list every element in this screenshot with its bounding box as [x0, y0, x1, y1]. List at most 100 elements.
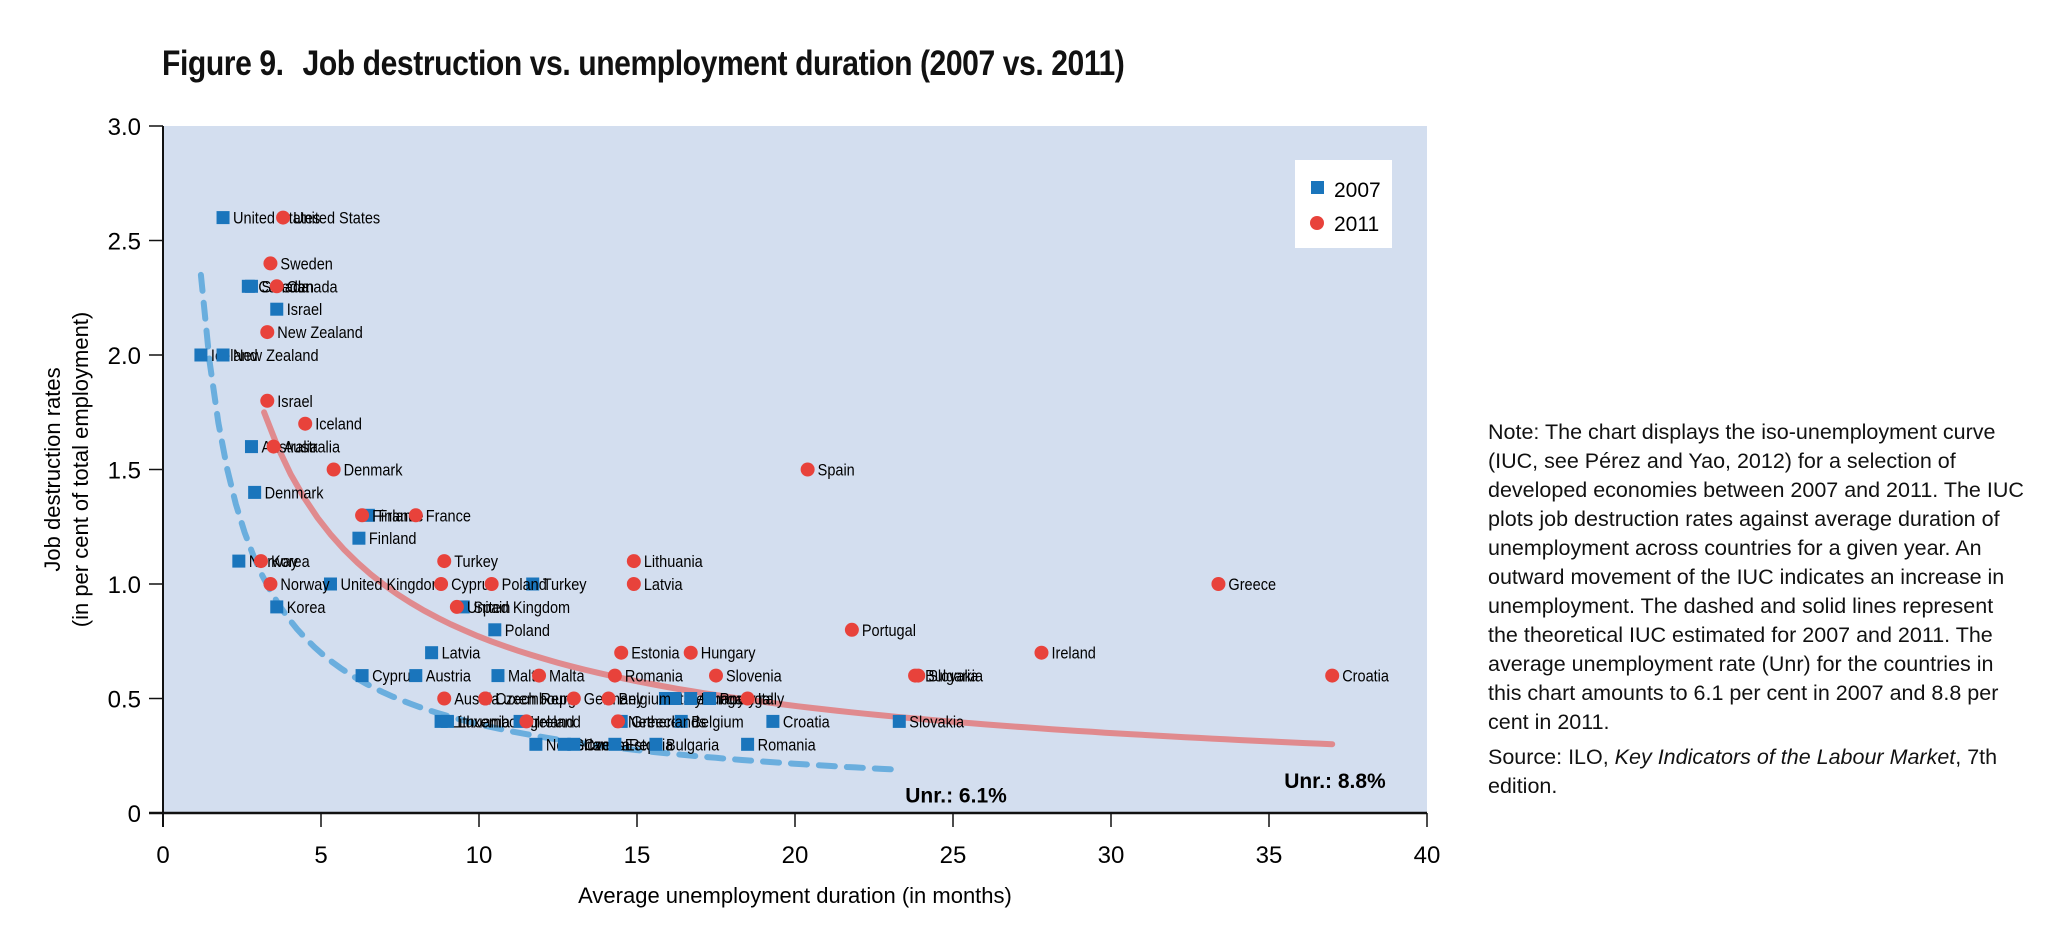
data-points: United StatesCanadaSwedenIsraelIcelandNe… — [194, 210, 1389, 755]
note-text: Note: The chart displays the iso-unemplo… — [1488, 420, 2024, 734]
point-2011 — [911, 668, 926, 683]
figure-note: Note: The chart displays the iso-unemplo… — [1488, 418, 2028, 807]
point-label-2011: Czech Rep. — [495, 691, 571, 709]
point-label-2011: Lithuania — [644, 553, 703, 571]
point-label-2011: Poland — [502, 576, 547, 594]
point-label-2011: Finland — [372, 507, 420, 525]
point-2007 — [703, 692, 717, 705]
point-label-2007: Austria — [426, 668, 471, 686]
x-tick-label: 15 — [624, 842, 651, 869]
source-title: Key Indicators of the Labour Market — [1614, 745, 1956, 769]
legend-box — [1295, 160, 1392, 248]
point-label-2011: Slovakia — [928, 668, 983, 686]
point-2007 — [526, 577, 540, 591]
point-2011 — [266, 439, 281, 454]
point-label-2007: Belgium — [691, 714, 743, 732]
point-label-2011: Denmark — [344, 462, 403, 480]
point-2011 — [1211, 577, 1226, 591]
point-label-2007: Finland — [369, 530, 417, 548]
legend-marker-2007 — [1311, 181, 1324, 194]
point-label-2011: Norway — [280, 576, 329, 594]
x-tick-label: 40 — [1414, 842, 1441, 869]
point-2011 — [844, 622, 859, 637]
point-2007 — [352, 531, 366, 545]
point-label-2011: Slovenia — [726, 668, 782, 686]
x-tick-label: 35 — [1256, 842, 1283, 869]
legend-label-2011: 2011 — [1334, 213, 1379, 236]
point-label-2007: Korea — [287, 599, 326, 617]
point-2007 — [323, 577, 337, 591]
iuc-curve-2011 — [261, 409, 1336, 748]
point-label-2011: Sweden — [280, 256, 332, 274]
point-label-2011: Hungary — [701, 645, 756, 663]
point-2007 — [355, 669, 369, 683]
point-2007 — [668, 692, 682, 705]
point-label-2011: Belgium — [619, 691, 671, 709]
x-tick-label: 30 — [1098, 842, 1125, 869]
curve-label-2011: Unr.: 8.8% — [1284, 770, 1386, 793]
point-label-2007: Greece — [631, 714, 679, 732]
point-label-2007: Turkey — [543, 576, 587, 594]
point-2007 — [608, 737, 622, 751]
point-2007 — [248, 485, 262, 499]
point-label-2011: Romania — [625, 668, 683, 686]
point-2007 — [232, 554, 246, 568]
point-2007 — [567, 737, 581, 751]
axes: 0 5 10 15 20 25 30 35 40 0 0.5 1.0 1.5 2.0 2.5 3.0 — [108, 114, 1441, 869]
legend-label-2007: 2007 — [1334, 179, 1381, 202]
point-2011 — [326, 462, 341, 477]
point-2011 — [355, 508, 370, 523]
point-2007 — [244, 440, 258, 454]
point-label-2007: Poland — [505, 622, 550, 640]
point-2011 — [1034, 645, 1049, 660]
point-2011 — [437, 554, 452, 569]
x-tick-label: 20 — [782, 842, 809, 869]
point-label-2011: Luxembourg — [495, 691, 576, 709]
point-label-2007: Israel — [287, 301, 322, 319]
point-label-2011: Croatia — [1342, 668, 1389, 686]
point-label-2011: Korea — [271, 553, 310, 571]
x-tick-label: 0 — [156, 842, 169, 869]
point-2007 — [270, 302, 284, 316]
point-2011 — [263, 256, 278, 271]
point-label-2011: Turkey — [454, 553, 498, 571]
point-label-2007: Latvia — [442, 645, 481, 663]
point-label-2011: Greece — [1228, 576, 1276, 594]
point-label-2007: Cyprus — [372, 668, 418, 686]
point-2011 — [614, 645, 629, 660]
legend: 2007 2011 — [1295, 160, 1392, 248]
point-2007 — [216, 211, 230, 225]
point-2011 — [298, 416, 313, 431]
point-label-2011: France — [426, 507, 471, 525]
point-2011 — [437, 691, 452, 706]
point-label-2007: Croatia — [783, 714, 830, 732]
point-2011 — [449, 599, 464, 614]
point-2007 — [491, 669, 505, 683]
point-2011 — [626, 577, 641, 591]
point-2011 — [519, 714, 534, 729]
point-2007 — [892, 714, 906, 728]
scatter-chart: Unr.: 6.1% Unr.: 8.8% United States Canada… — [40, 114, 1441, 908]
point-label-2011: Malta — [549, 668, 585, 686]
point-2011 — [260, 325, 275, 340]
y-tick-label: 0.5 — [108, 687, 141, 714]
point-2011 — [709, 668, 723, 683]
point-label-2007: Lithuania — [451, 714, 510, 732]
point-label-2007: New Zealand — [233, 347, 319, 365]
point-2007 — [270, 600, 284, 614]
point-2007 — [529, 737, 543, 751]
point-2011 — [601, 691, 616, 706]
source-prefix: Source: ILO, — [1488, 745, 1615, 769]
point-2007 — [488, 623, 502, 637]
iuc-curve-2007 — [197, 271, 903, 773]
point-label-2011: Israel — [277, 393, 312, 411]
point-2007 — [684, 692, 698, 705]
point-2011 — [263, 577, 278, 591]
point-2011 — [484, 577, 499, 591]
y-tick-label: 3.0 — [108, 114, 141, 141]
x-tick-label: 10 — [466, 842, 493, 869]
x-tick-label: 25 — [940, 842, 967, 869]
point-label-2011: Netherlands — [628, 714, 706, 732]
point-label-2007: Slovakia — [909, 714, 964, 732]
point-2011 — [611, 714, 626, 729]
